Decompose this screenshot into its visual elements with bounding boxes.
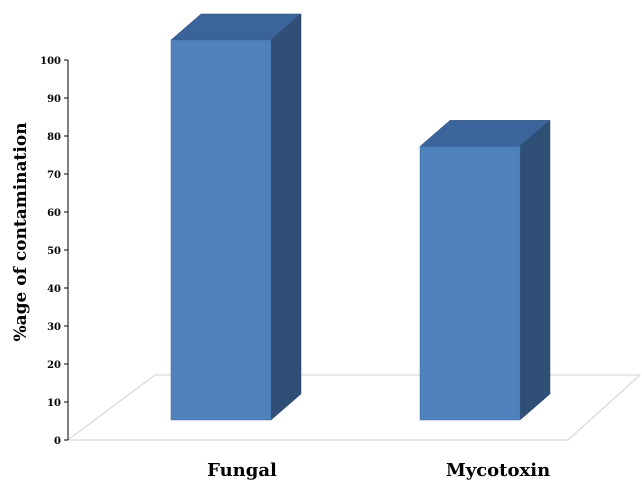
bar-side-face [519,119,551,421]
y-tick-label: 30 [47,322,61,333]
x-tick-label: Mycotoxin [446,460,550,481]
y-tick-label: 50 [47,246,61,257]
x-tick-label: Fungal [207,460,277,481]
y-tick-label: 40 [47,284,61,295]
y-axis-label: %age of contamination [11,122,31,341]
category-labels: Fungal Mycotoxin [207,460,550,481]
bar-mycotoxin [419,119,551,421]
y-tick-label: 0 [54,436,61,447]
y-tick-label: 20 [47,360,61,371]
y-tick-label: 70 [47,170,61,181]
floor-plane [66,374,642,441]
y-tick-label: 80 [47,132,61,143]
bar-side-face [270,13,302,421]
bar-fungal [170,13,302,421]
y-axis: 0 10 20 30 40 50 60 70 80 90 100 [40,56,69,447]
y-tick-label: 90 [47,94,61,105]
y-tick-label: 100 [40,56,61,67]
y-tick-label: 10 [47,398,61,409]
bars-group [170,13,551,421]
bar-front-face [170,39,272,421]
bar-front-face [419,146,521,421]
chart-floor [66,374,642,441]
y-tick-label: 60 [47,208,61,219]
